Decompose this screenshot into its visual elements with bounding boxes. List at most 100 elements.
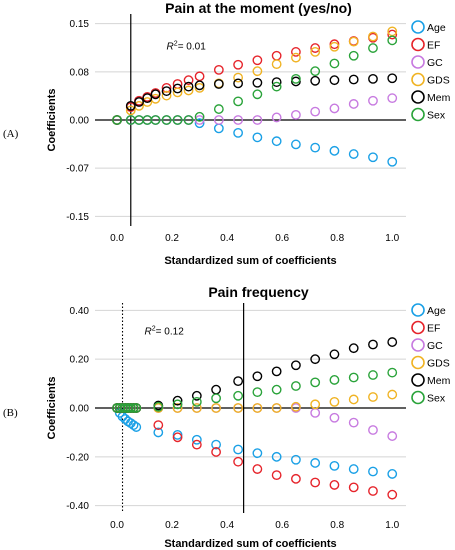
data-point-age [291,139,301,150]
data-point-age [310,142,321,153]
data-point-gds [252,403,263,413]
data-point-mem [194,80,205,91]
legend-marker-ef [411,37,425,52]
data-point-sex [128,403,139,413]
data-point-mem [271,366,282,377]
panel-label: (A) [3,128,19,140]
data-point-gds [194,82,205,93]
data-point-age [252,448,263,459]
data-point-age [131,422,142,432]
data-point-mem [329,349,340,360]
data-point-sex [252,89,263,100]
data-point-sex [329,58,340,69]
data-point-ef [310,477,321,488]
data-point-age [233,444,244,455]
y-tick-label: 0.40 [70,306,90,317]
data-point-mem [271,77,282,87]
data-point-mem [387,73,398,84]
data-point-sex [125,403,136,413]
x-tick-label: 1.0 [385,520,399,531]
data-point-mem [310,354,321,365]
series-sex [112,367,398,413]
data-point-sex [194,111,205,122]
data-point-ef [271,50,282,61]
data-point-ef [252,464,263,474]
data-point-sex [150,115,161,125]
data-point-sex [271,384,282,395]
data-point-gds [291,401,301,412]
chart-panel-a: (A) Pain at the moment (yes/no) 0.15 0.08 0.… [3,0,451,267]
legend-marker-gds [411,355,425,370]
data-point-mem [172,83,183,94]
data-point-gds [329,396,340,407]
y-tick-label: 0.15 [70,19,90,30]
data-point-gds [387,389,398,400]
data-point-sex [348,50,359,61]
data-point-gc [368,95,378,106]
data-point-ef [233,456,244,467]
panel-label: (B) [3,407,18,419]
data-point-age [194,118,205,129]
data-point-sex [233,390,244,401]
legend-marker-gc [411,55,425,69]
data-point-ef [387,29,398,40]
data-point-ef [252,55,263,66]
legend-marker-gds [411,72,425,87]
data-point-age [213,123,224,134]
series-age [112,403,398,479]
series-ef [112,29,398,125]
data-point-gds [233,72,244,83]
data-point-mem [291,360,301,371]
legend-marker-sex [411,390,425,405]
chart-title: Pain frequency [208,284,309,300]
data-point-mem [211,384,221,395]
data-point-gds [368,31,378,42]
data-point-gds [348,394,359,405]
data-point-mem [191,390,202,401]
data-point-age [211,439,221,450]
data-point-sex [310,377,321,388]
data-point-mem [310,75,321,86]
data-point-mem [150,89,161,100]
data-point-mem [252,77,263,88]
data-point-gc [368,425,378,435]
data-point-mem [142,93,153,104]
data-point-gc [213,115,224,125]
legend-label-mem: Mem [427,92,451,104]
x-axis-title: Standardized sum of coefficients [164,255,336,267]
legend-marker-sex [411,107,425,122]
legend-label-age: Age [427,22,446,34]
data-point-ef [348,482,359,493]
data-point-ef [213,64,224,75]
y-tick-label: -0.15 [66,212,89,223]
legend-label-sex: Sex [427,393,446,405]
data-point-mem [368,339,378,350]
data-point-gc [310,407,321,418]
data-point-sex [172,115,183,125]
x-tick-label: 1.0 [385,233,399,244]
data-point-sex [153,401,164,412]
legend-label-mem: Mem [427,375,451,387]
x-tick-label: 0.6 [275,233,289,244]
data-point-ef [191,439,202,450]
y-tick-label: -0.40 [66,501,89,512]
data-point-gc [329,412,340,423]
data-point-sex [131,403,142,413]
x-tick-label: 0.6 [275,520,289,531]
data-point-gc [194,115,205,125]
data-point-ef [211,447,221,457]
data-point-age [387,469,398,479]
data-point-age [310,458,321,468]
data-point-mem [172,395,183,406]
data-point-gds [271,403,282,413]
data-point-mem [348,74,359,85]
data-point-gc [271,112,282,123]
data-point-ef [387,489,398,500]
x-tick-label: 0.4 [220,233,234,244]
series-mem [112,337,398,413]
data-point-sex [368,370,378,380]
data-point-gc [348,99,359,109]
data-point-age [291,454,301,465]
chart-panel-b: (B) Pain frequency 0.40 0.20 0.00 -0.20 -0.40 0… [3,284,451,550]
